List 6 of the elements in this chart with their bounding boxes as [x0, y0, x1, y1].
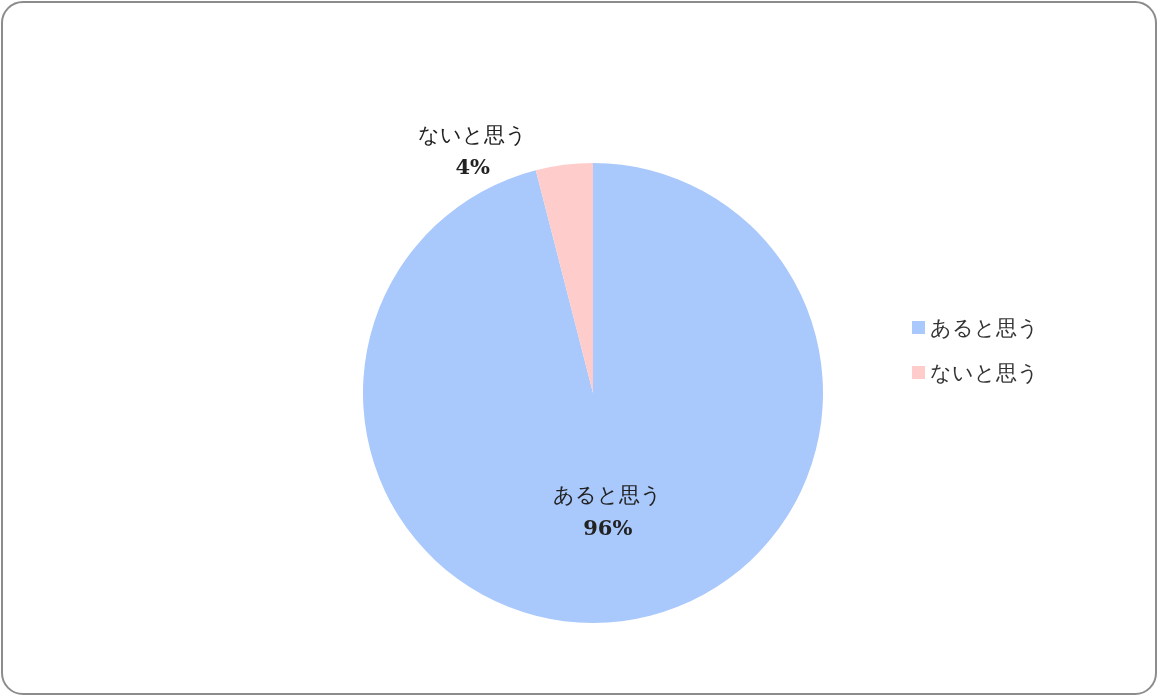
data-label: 4% — [455, 154, 491, 180]
slice-label: ないと思う — [418, 122, 528, 147]
legend-label: あると思う — [930, 315, 1039, 340]
slice-label: あると思う — [553, 483, 663, 508]
legend-label: ないと思う — [930, 360, 1039, 385]
data-label: 96% — [583, 514, 633, 540]
